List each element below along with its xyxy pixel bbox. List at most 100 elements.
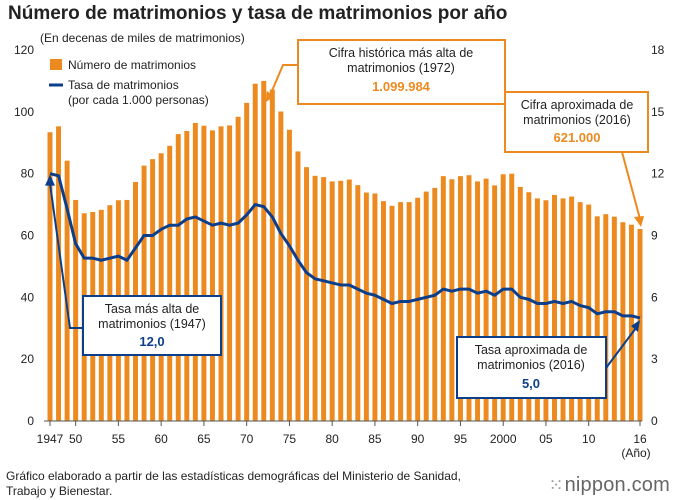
peak-count-arrow-icon <box>265 91 275 102</box>
marriages-chart: 0 20 40 60 80 100 120 0 3 6 9 12 15 18 1947 50 55 60 65 70 7… <box>14 39 665 460</box>
bar-1982 <box>346 179 352 421</box>
bar-1969 <box>235 116 241 421</box>
x-tick-label: 70 <box>240 432 254 446</box>
bar-1983 <box>355 185 361 421</box>
y-tick-left: 40 <box>21 290 35 304</box>
latest-count-line1: Cifra aproximada de <box>521 98 634 112</box>
legend-box <box>43 53 239 109</box>
bar-2001 <box>509 173 515 421</box>
bar-1970 <box>244 102 250 422</box>
bar-2002 <box>517 186 523 421</box>
latest-count-arrow-icon <box>634 216 644 228</box>
latest-count-leader <box>621 151 641 220</box>
peak-rate-arrow-icon <box>45 174 55 186</box>
y-tick-right: 3 <box>651 352 658 366</box>
x-tick-label: 10 <box>582 432 596 446</box>
peak-rate-leader <box>49 183 83 329</box>
bar-2007 <box>560 198 566 421</box>
bar-1998 <box>483 178 489 421</box>
bar-2011 <box>594 216 600 421</box>
legend-label-line-sub: (por cada 1.000 personas) <box>68 93 209 107</box>
bar-1966 <box>209 130 215 421</box>
bar-1950 <box>73 199 79 421</box>
bar-1989 <box>406 202 412 421</box>
peak-count-value: 1.099.984 <box>372 79 431 94</box>
y-tick-left: 60 <box>21 229 35 243</box>
y-tick-left: 20 <box>21 352 35 366</box>
x-tick-label: 16 <box>633 432 647 446</box>
source-note: Gráfico elaborado a partir de las estadí… <box>6 469 461 498</box>
bar-2016 <box>637 229 643 421</box>
y-tick-right: 15 <box>651 105 665 119</box>
latest-count-box <box>504 91 649 153</box>
bar-1993 <box>440 176 446 421</box>
bar-1980 <box>329 181 335 421</box>
x-axis-unit-label: (Año) <box>621 446 650 460</box>
bar-1990 <box>415 197 421 421</box>
brand-name: nippon.com <box>564 474 670 496</box>
peak-rate-line1: Tasa más alta de <box>105 302 200 316</box>
y-tick-right: 6 <box>651 290 658 304</box>
bar-1948 <box>56 126 62 422</box>
latest-rate-leader <box>605 327 637 369</box>
peak-count-line2: matrimonios (1972) <box>347 61 455 75</box>
peak-count-box <box>297 39 506 105</box>
peak-rate-value: 12,0 <box>139 334 164 349</box>
peak-rate-line2: matrimonios (1947) <box>98 317 206 331</box>
bar-2000 <box>500 174 506 421</box>
bar-1986 <box>381 201 386 421</box>
bar-1999 <box>492 185 498 421</box>
bar-1947 <box>47 132 53 422</box>
bar-1978 <box>312 175 318 421</box>
x-tick-label: 75 <box>283 432 297 446</box>
peak-rate-box <box>82 295 222 356</box>
legend-swatch-bar <box>50 59 62 70</box>
latest-rate-value: 5,0 <box>522 376 540 391</box>
x-tick-label: 65 <box>197 432 211 446</box>
x-tick-label: 60 <box>154 432 168 446</box>
bar-1979 <box>321 177 327 421</box>
bar-1988 <box>398 202 404 421</box>
bar-2013 <box>611 216 617 421</box>
latest-rate-line2: matrimonios (2016) <box>477 358 585 372</box>
bar-2003 <box>526 192 532 421</box>
bar-2010 <box>586 204 592 421</box>
latest-count-value: 621.000 <box>554 130 601 145</box>
x-tick-label: 2000 <box>490 432 517 446</box>
latest-count-line2: matrimonios (2016) <box>523 113 631 127</box>
y-tick-left: 100 <box>14 105 34 119</box>
bar-1968 <box>227 125 233 421</box>
y-tick-right: 9 <box>651 229 658 243</box>
bar-1973 <box>269 89 275 421</box>
bar-1997 <box>475 181 481 421</box>
bar-1964 <box>192 122 198 422</box>
y-tick-right: 12 <box>651 167 665 181</box>
bar-1965 <box>201 125 207 421</box>
x-tick-label: 55 <box>112 432 126 446</box>
bar-1975 <box>286 129 292 421</box>
y-tick-right: 0 <box>651 414 658 428</box>
bar-1981 <box>338 180 344 421</box>
bar-2014 <box>620 222 626 421</box>
bar-1985 <box>372 193 378 421</box>
chart-title: Número de matrimonios y tasa de matrimon… <box>8 3 508 24</box>
bar-2006 <box>552 195 557 421</box>
bar-1960 <box>158 153 164 421</box>
x-tick-label: 80 <box>325 432 339 446</box>
bar-1987 <box>389 205 395 421</box>
y-axis-unit-label: (En decenas de miles de matrimonios) <box>40 31 245 45</box>
legend-label-bar: Número de matrimonios <box>68 58 196 72</box>
bar-1963 <box>184 131 190 421</box>
y-tick-left: 80 <box>21 167 35 181</box>
bar-2009 <box>577 202 583 421</box>
bar-2005 <box>543 200 549 421</box>
bar-1995 <box>457 176 463 421</box>
x-tick-label: 50 <box>69 432 83 446</box>
brand-logo: ⁙ nippon.com <box>549 474 671 497</box>
bar-1971 <box>252 83 258 421</box>
bar-1959 <box>150 159 156 421</box>
x-tick-label: 95 <box>454 432 468 446</box>
bar-1994 <box>449 179 455 421</box>
bar-1991 <box>423 191 429 421</box>
latest-rate-arrow-icon <box>631 319 640 332</box>
